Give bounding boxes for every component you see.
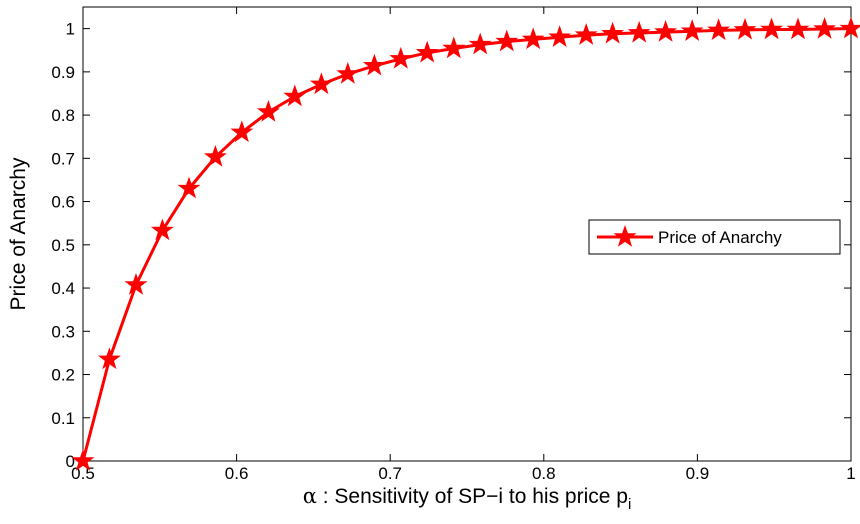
- y-tick-label: 0.7: [51, 149, 75, 168]
- data-point-star: [548, 25, 572, 47]
- y-tick-label: 0: [66, 452, 75, 471]
- x-axis-label: α : Sensitivity of SP−i to his price pi: [303, 484, 632, 513]
- data-point-star: [97, 347, 121, 370]
- y-tick-label: 1: [66, 20, 75, 39]
- x-tick-label: 1: [846, 464, 855, 483]
- data-point-star: [283, 84, 307, 107]
- data-point-star: [654, 20, 678, 42]
- x-axis-label-symbol: α: [303, 484, 317, 508]
- data-point-star: [495, 29, 519, 52]
- series-layer: [71, 16, 860, 471]
- y-tick-label: 0.4: [51, 279, 75, 298]
- data-point-star: [256, 100, 280, 122]
- data-point-star: [680, 19, 704, 41]
- data-point-star: [574, 23, 598, 45]
- data-point-star: [177, 176, 201, 199]
- data-point-star: [203, 145, 227, 167]
- y-axis-label: Price of Anarchy: [7, 157, 30, 310]
- x-tick-label: 0.6: [225, 464, 249, 483]
- x-axis-label-subscript: i: [628, 496, 631, 513]
- data-point-star: [124, 272, 148, 295]
- data-point-star: [336, 61, 360, 84]
- data-point-star: [230, 120, 254, 143]
- y-tick-label: 0.2: [51, 366, 75, 385]
- data-point-star: [521, 27, 545, 50]
- y-tick-label: 0.1: [51, 409, 75, 428]
- y-tick-label: 0.8: [51, 106, 75, 125]
- y-tick-label: 0.3: [51, 322, 75, 341]
- y-tick-label: 0.9: [51, 63, 75, 82]
- legend-star-marker: [613, 224, 637, 247]
- data-point-star: [150, 218, 174, 241]
- y-tick-label: 0.5: [51, 236, 75, 255]
- legend-label: Price of Anarchy: [658, 228, 782, 247]
- data-point-star: [415, 40, 439, 63]
- y-tick-label: 0.6: [51, 193, 75, 212]
- data-point-star: [627, 20, 651, 43]
- legend: Price of Anarchy: [588, 219, 841, 255]
- data-point-star: [309, 72, 333, 95]
- x-tick-label: 0.9: [686, 464, 710, 483]
- data-point-star: [786, 17, 810, 40]
- x-axis-label-text: : Sensitivity of SP−i to his price p: [317, 485, 628, 508]
- data-point-star: [601, 21, 625, 44]
- data-point-star: [71, 448, 95, 471]
- data-point-star: [733, 17, 757, 40]
- x-tick-label: 0.8: [532, 464, 556, 483]
- data-point-star: [389, 46, 413, 69]
- data-point-star: [442, 36, 466, 59]
- data-point-star: [839, 16, 860, 39]
- data-point-star: [760, 17, 784, 40]
- data-point-star: [362, 53, 386, 76]
- data-point-star: [468, 32, 492, 55]
- data-point-star: [707, 18, 731, 41]
- x-tick-label: 0.7: [378, 464, 402, 483]
- data-point-star: [813, 17, 837, 39]
